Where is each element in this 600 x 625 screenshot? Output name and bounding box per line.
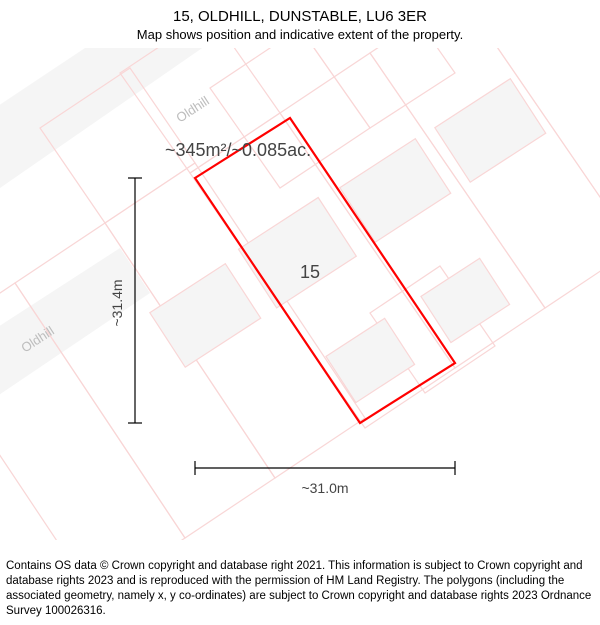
road-label: Oldhill <box>173 93 212 125</box>
area-label: ~345m²/~0.085ac. <box>165 140 311 160</box>
house-number-label: 15 <box>300 262 320 282</box>
page-title: 15, OLDHILL, DUNSTABLE, LU6 3ER <box>0 8 600 25</box>
copyright-footer: Contains OS data © Crown copyright and d… <box>6 559 594 619</box>
page-subtitle: Map shows position and indicative extent… <box>0 27 600 42</box>
page-root: 15, OLDHILL, DUNSTABLE, LU6 3ER Map show… <box>0 0 600 625</box>
header: 15, OLDHILL, DUNSTABLE, LU6 3ER Map show… <box>0 0 600 42</box>
dimension-height-label: ~31.4m <box>109 279 125 326</box>
map-canvas: ~345m²/~0.085ac. 15 ~31.4m ~31.0m Oldhil… <box>0 48 600 540</box>
road-shape <box>0 48 390 188</box>
dimension-width-label: ~31.0m <box>301 480 348 496</box>
road-shape-2 <box>0 248 150 428</box>
